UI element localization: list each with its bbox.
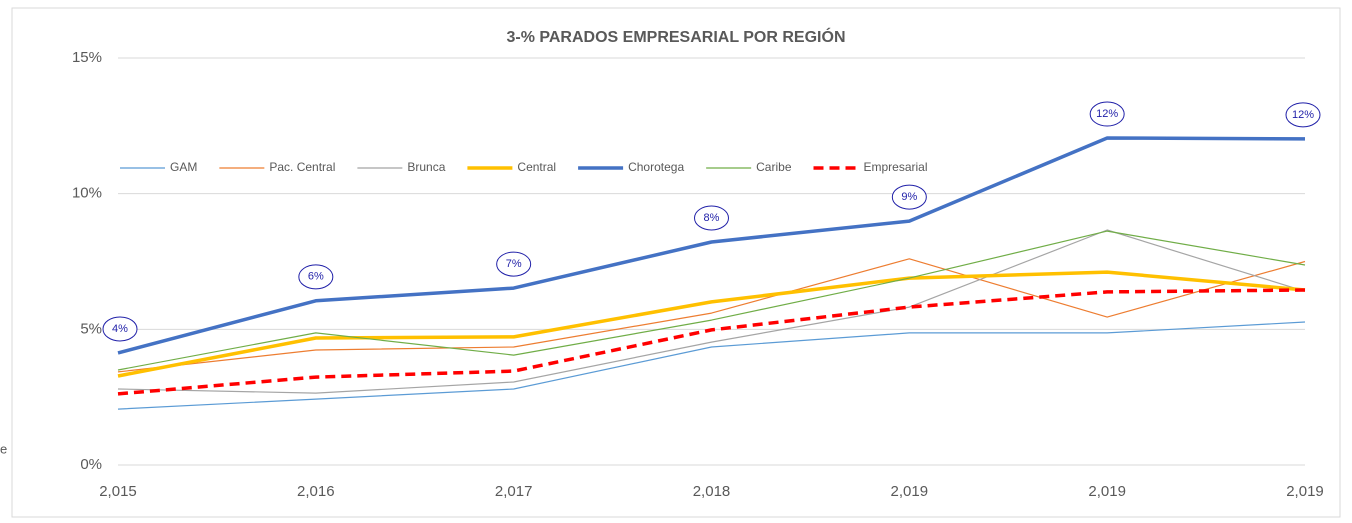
legend-label: Central <box>517 160 556 174</box>
legend-label: Brunca <box>407 160 445 174</box>
data-label-bubble <box>891 184 927 210</box>
data-label-bubble <box>496 251 532 277</box>
data-label-bubble <box>298 264 334 290</box>
data-label: 4% <box>112 323 128 335</box>
series-line <box>117 258 1306 373</box>
series-line <box>117 230 1306 371</box>
x-tick-label: 2,019 <box>1286 483 1324 500</box>
data-label: 12% <box>1292 109 1314 121</box>
x-tick-label: 2,017 <box>495 483 533 500</box>
legend-label: Empresarial <box>864 160 928 174</box>
series-line <box>117 229 1306 394</box>
y-tick-label: 0% <box>80 456 102 473</box>
x-tick-label: 2,019 <box>1088 483 1126 500</box>
legend-label: GAM <box>170 160 197 174</box>
data-label: 6% <box>308 271 324 283</box>
x-tick-label: 2,018 <box>693 483 731 500</box>
data-label-bubble <box>102 316 138 342</box>
series-line <box>117 270 1306 378</box>
chart-border <box>11 7 1341 518</box>
legend-label: Caribe <box>756 160 792 174</box>
side-text: e <box>0 441 7 456</box>
legend-label: Pac. Central <box>269 160 335 174</box>
x-tick-label: 2,016 <box>297 483 335 500</box>
data-label: 7% <box>506 258 522 270</box>
series-line <box>117 288 1306 396</box>
series-line <box>117 321 1306 410</box>
data-label: 12% <box>1096 108 1118 120</box>
y-tick-label: 10% <box>72 185 102 202</box>
y-tick-label: 15% <box>72 49 102 66</box>
y-tick-label: 5% <box>80 320 102 337</box>
chart-title: 3-% PARADOS EMPRESARIAL POR REGIÓN <box>506 27 845 46</box>
data-label: 9% <box>901 191 917 203</box>
data-label: 8% <box>704 212 720 224</box>
data-label-bubble <box>694 205 729 231</box>
legend-label: Chorotega <box>628 160 684 174</box>
series-line <box>117 136 1306 355</box>
data-label-bubble <box>1285 102 1321 128</box>
x-tick-label: 2,019 <box>891 483 929 500</box>
data-label-bubble <box>1089 101 1125 127</box>
x-tick-label: 2,015 <box>99 483 137 500</box>
